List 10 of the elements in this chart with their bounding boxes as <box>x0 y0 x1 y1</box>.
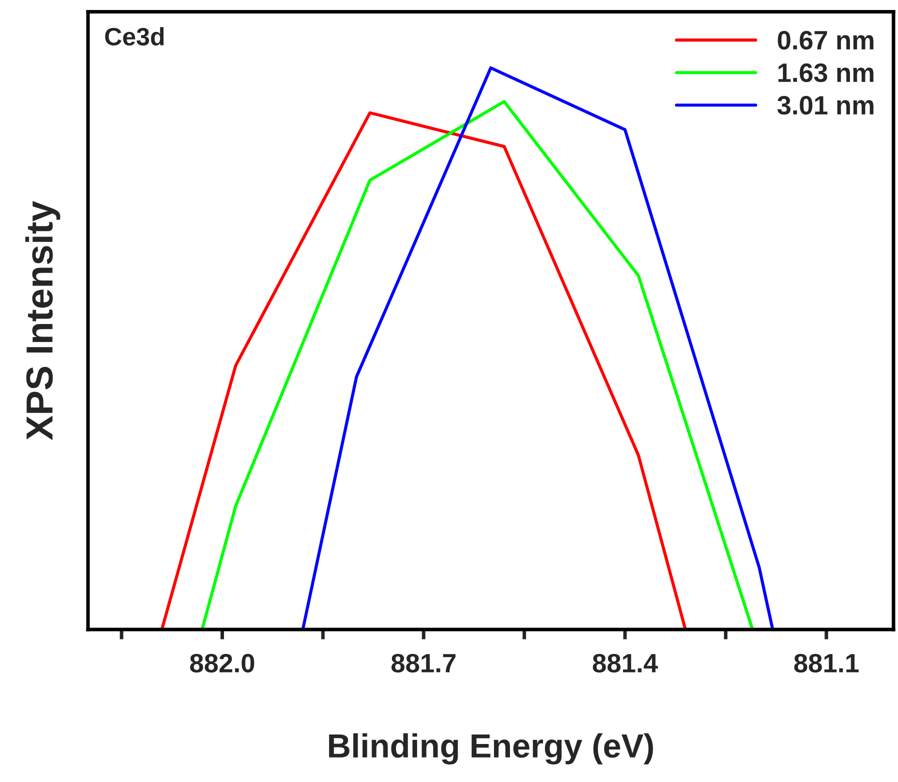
legend-label: 0.67 nm <box>778 30 874 50</box>
x-tick-label: 881.4 <box>592 654 658 673</box>
y-axis-title: XPS Intensity <box>25 200 60 440</box>
legend-label: 1.63 nm <box>778 63 874 82</box>
legend-label: 3.01 nm <box>777 96 874 115</box>
text: Ce3d <box>105 27 164 46</box>
x-tick-label: 882.0 <box>190 654 254 673</box>
x-axis-title: Blinding Energy (eV) <box>329 733 654 764</box>
x-tick-label: 881.7 <box>391 654 456 673</box>
x-tick-label: 881.1 <box>794 654 859 673</box>
